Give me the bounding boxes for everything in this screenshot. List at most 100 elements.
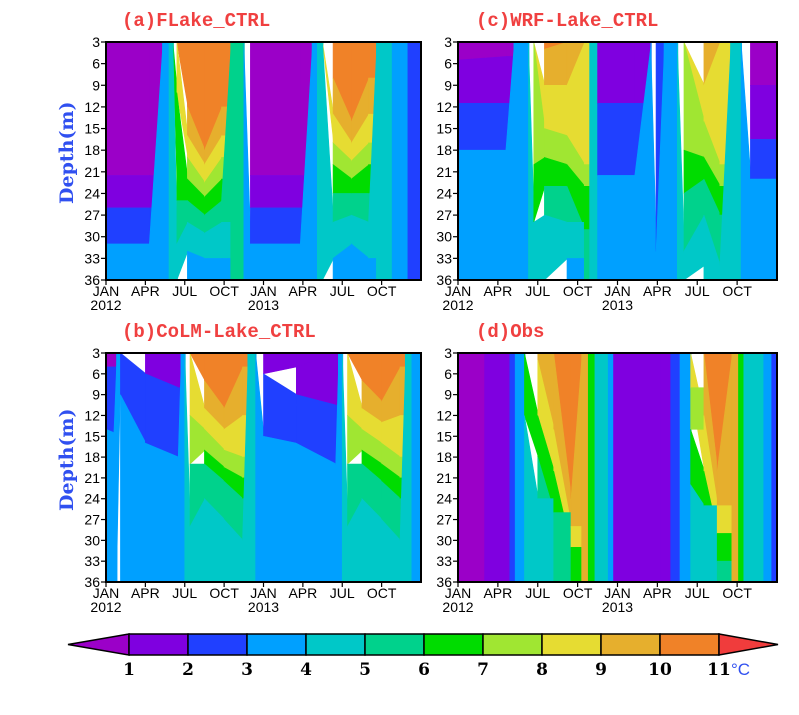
panel-c-contour-band bbox=[663, 41, 679, 281]
panel-d-contour-band bbox=[587, 352, 596, 583]
panel-c-ytick-label: 33 bbox=[436, 250, 452, 266]
panel-c-contour-band bbox=[533, 156, 546, 223]
panel-c-contour-band bbox=[750, 178, 778, 281]
panel-c-ytick-label: 30 bbox=[436, 229, 452, 245]
panel-b-xtick-label: APR bbox=[288, 585, 317, 601]
colorbar-unit-label: °C bbox=[731, 660, 750, 679]
panel-d-xtick-label: JUL bbox=[525, 585, 550, 601]
panel-a-xtick-label: OCT bbox=[367, 283, 397, 299]
panel-a-contour-band bbox=[376, 41, 394, 281]
panel-b-contour-band bbox=[263, 373, 298, 444]
panel-d-contour-band bbox=[763, 352, 773, 583]
panel-b-contour-band bbox=[247, 352, 257, 583]
panel-a-contour-band bbox=[230, 41, 245, 281]
panel-a-contour-band bbox=[162, 41, 170, 281]
panel-d-contour-band bbox=[716, 560, 733, 583]
panel-a-xtick-label: JUL bbox=[330, 283, 355, 299]
panel-a-ytick-label: 18 bbox=[84, 142, 100, 158]
colorbar-level-label: 2 bbox=[182, 660, 194, 680]
panel-a-ytick-label: 27 bbox=[84, 207, 100, 223]
panel-a-contour-band bbox=[368, 258, 378, 281]
panel-b-xtick-label: APR bbox=[131, 585, 160, 601]
colorbar-swatch bbox=[541, 633, 602, 656]
colorbar-swatch bbox=[423, 633, 484, 656]
panel-b-contour-band bbox=[404, 352, 413, 583]
panel-a-ytick-label: 21 bbox=[84, 164, 100, 180]
panel-a-contour-band bbox=[204, 258, 223, 281]
colorbar-swatch bbox=[128, 633, 189, 656]
colorbar-level-label: 11 bbox=[707, 660, 731, 680]
panel-a-contour-band bbox=[250, 207, 302, 245]
panel-d-contour-band bbox=[484, 352, 511, 583]
panel-d-xtick-label: APR bbox=[643, 585, 672, 601]
panel-a-contour-band bbox=[105, 243, 151, 281]
panel-b-ytick-label: 21 bbox=[84, 470, 100, 486]
panel-c-ytick-label: 36 bbox=[436, 272, 452, 288]
panel-c-xtick-label: JUL bbox=[525, 283, 550, 299]
panel-b-xtick-label: OCT bbox=[209, 585, 239, 601]
panel-d-xtick-label: APR bbox=[483, 585, 512, 601]
panel-a-title: (a)FLake_CTRL bbox=[122, 10, 271, 32]
panel-c-contour-band bbox=[589, 41, 599, 281]
panel-c-xtick-year: 2013 bbox=[602, 297, 633, 313]
panel-c-ytick-label: 21 bbox=[436, 164, 452, 180]
panel-c-contour-band bbox=[703, 265, 721, 281]
panel-b-ytick-label: 27 bbox=[84, 512, 100, 528]
colorbar-level-label: 9 bbox=[595, 660, 607, 680]
panel-a-contour-band bbox=[221, 258, 232, 281]
panel-c-xtick-year: 2012 bbox=[442, 297, 473, 313]
colorbar-swatch bbox=[187, 633, 248, 656]
panel-c-xtick-label: APR bbox=[483, 283, 512, 299]
panel-c-ytick-label: 6 bbox=[444, 56, 452, 72]
panel-a-contour-band bbox=[221, 222, 232, 259]
panel-c-contour-band bbox=[457, 103, 507, 151]
panel-c-contour-band bbox=[740, 41, 752, 281]
panel-d-contour-band bbox=[731, 352, 740, 583]
colorbar-level-label: 5 bbox=[359, 660, 371, 680]
colorbar-swatch bbox=[246, 633, 307, 656]
panel-a-xtick-label: APR bbox=[131, 283, 160, 299]
panel-a-ytick-label: 24 bbox=[84, 185, 100, 201]
panel-d-xtick-label: OCT bbox=[722, 585, 752, 601]
panel-c-contour-band bbox=[677, 41, 685, 281]
panel-d-contour-band bbox=[690, 387, 705, 430]
panel-b-xtick-year: 2012 bbox=[90, 599, 121, 615]
panel-d-contour-band bbox=[581, 352, 590, 583]
panel-a-contour-band bbox=[105, 175, 151, 209]
panel-d-ytick-label: 27 bbox=[436, 512, 452, 528]
panel-a-ytick-label: 6 bbox=[92, 56, 100, 72]
panel-b-ytick-label: 18 bbox=[84, 449, 100, 465]
panel-c-ytick-label: 12 bbox=[436, 99, 452, 115]
panel-b-xtick-label: JUL bbox=[330, 585, 355, 601]
panel-b-contour-band bbox=[105, 366, 115, 434]
panel-a-contour-band bbox=[407, 41, 422, 281]
panel-c-contour-band bbox=[750, 41, 778, 86]
panel-d-ytick-label: 36 bbox=[436, 574, 452, 590]
panel-c-contour-band bbox=[597, 175, 636, 281]
panel-c-contour-band bbox=[544, 214, 568, 281]
panel-b-ytick-label: 6 bbox=[92, 366, 100, 382]
panel-b-ytick-label: 36 bbox=[84, 574, 100, 590]
panel-d-ytick-label: 3 bbox=[444, 345, 452, 361]
panel-c-xtick-label: OCT bbox=[722, 283, 752, 299]
panel-c-xtick-label: JUL bbox=[685, 283, 710, 299]
panel-d-xtick-label: JAN bbox=[445, 585, 471, 601]
panel-c-ytick-label: 15 bbox=[436, 121, 452, 137]
panel-d-ytick-label: 21 bbox=[436, 470, 452, 486]
panel-b-xtick-label: JAN bbox=[93, 585, 119, 601]
panel-c-contour-band bbox=[566, 222, 586, 259]
panel-b-xtick-label: OCT bbox=[367, 585, 397, 601]
panel-a-ytick-label: 30 bbox=[84, 229, 100, 245]
panel-c-ytick-label: 24 bbox=[436, 185, 452, 201]
panel-c-contour-band bbox=[544, 41, 568, 86]
panel-c-xtick-label: JAN bbox=[604, 283, 630, 299]
panel-d-contour-band bbox=[716, 505, 733, 534]
colorbar-level-label: 3 bbox=[241, 660, 253, 680]
panel-c-ytick-label: 9 bbox=[444, 77, 452, 93]
colorbar-level-label: 4 bbox=[300, 660, 312, 680]
panel-b-ytick-label: 9 bbox=[92, 387, 100, 403]
panel-b-ytick-label: 24 bbox=[84, 491, 100, 507]
panel-a-ytick-label: 15 bbox=[84, 121, 100, 137]
panel-c-ytick-label: 18 bbox=[436, 142, 452, 158]
